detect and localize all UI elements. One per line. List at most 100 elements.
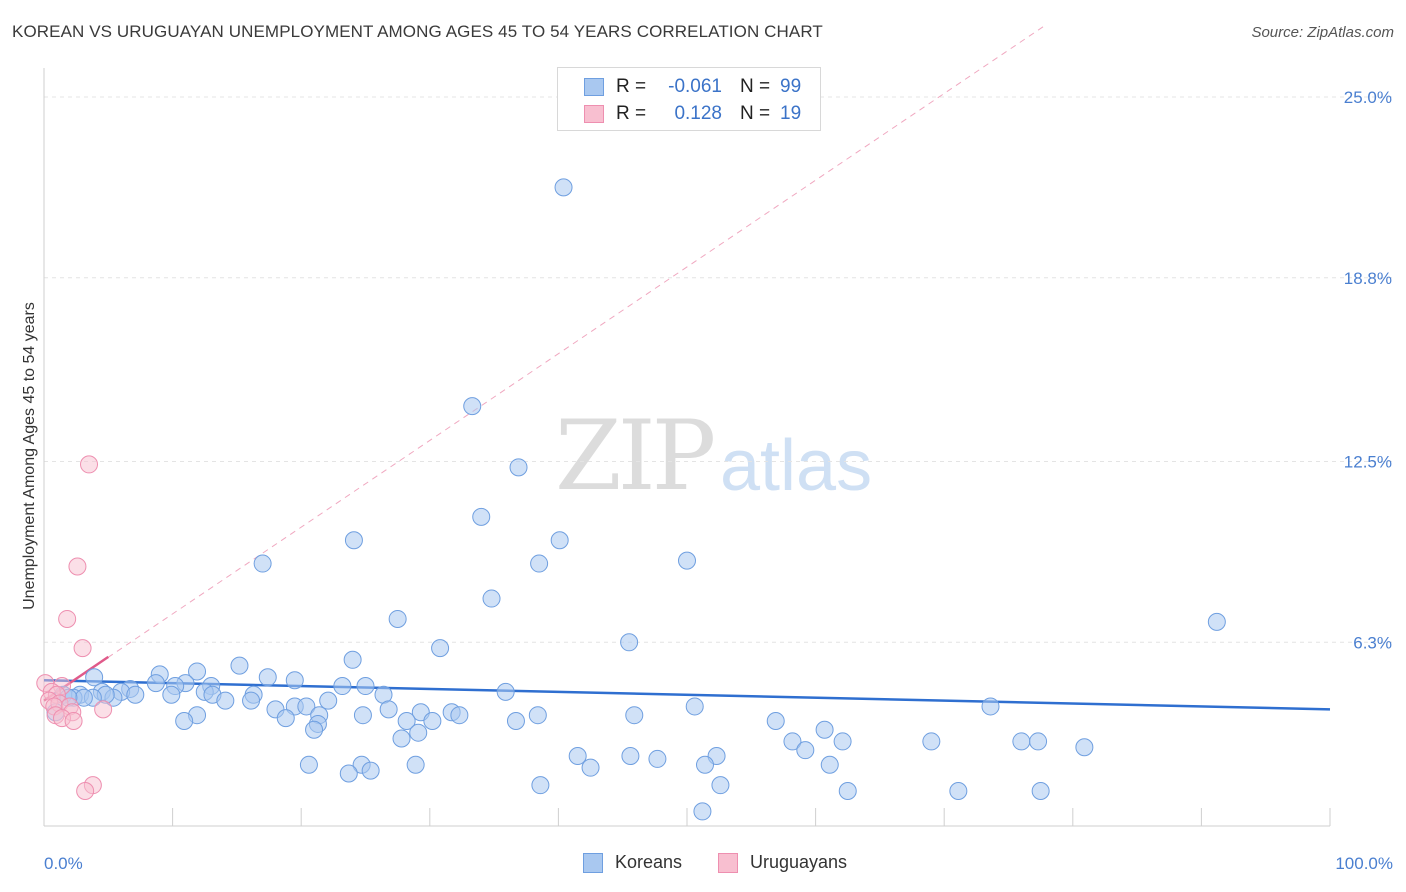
data-points xyxy=(36,178,1226,821)
korean-point xyxy=(922,732,941,751)
x-tick-label-min: 0.0% xyxy=(44,854,83,873)
korean-point xyxy=(126,685,145,704)
legend-item-uruguayans: Uruguayans xyxy=(718,852,847,873)
korean-point xyxy=(981,697,1000,716)
uruguayan-point xyxy=(76,782,95,801)
korean-point xyxy=(472,507,491,526)
koreans-swatch xyxy=(584,78,604,96)
watermark-zip: ZIP xyxy=(555,400,716,512)
korean-point xyxy=(766,712,785,731)
n-label: N = xyxy=(740,103,771,124)
r-value: -0.061 xyxy=(668,76,722,97)
uruguayan-point xyxy=(58,609,77,628)
korean-point xyxy=(361,761,380,780)
n-value: 99 xyxy=(780,76,802,97)
korean-point xyxy=(175,712,194,731)
korean-point xyxy=(276,709,295,728)
korean-point xyxy=(339,764,358,783)
korean-point xyxy=(285,671,304,690)
korean-point xyxy=(388,609,407,628)
korean-point xyxy=(216,691,235,710)
grid-lines xyxy=(44,96,1392,643)
korean-point xyxy=(949,782,968,801)
korean-point xyxy=(1207,612,1226,631)
y-tick-label: 18.8% xyxy=(1344,269,1392,288)
korean-point xyxy=(696,755,715,774)
koreans-trend-line xyxy=(43,678,1331,711)
chart-title: KOREAN VS URUGUAYAN UNEMPLOYMENT AMONG A… xyxy=(12,22,823,41)
korean-point xyxy=(299,755,318,774)
korean-point xyxy=(423,712,442,731)
correlation-legend: R = -0.061 N = 99 R = 0.128 N = 19 xyxy=(557,67,821,131)
korean-point xyxy=(343,650,362,669)
watermark-atlas: atlas xyxy=(720,426,873,506)
korean-point xyxy=(305,720,324,739)
korean-point xyxy=(1012,732,1031,751)
korean-point xyxy=(711,776,730,795)
korean-point xyxy=(409,723,428,742)
korean-point xyxy=(625,706,644,725)
legend-row-koreans: R = -0.061 N = 99 xyxy=(584,73,801,101)
uruguayan-point xyxy=(94,700,113,719)
uruguayans-swatch xyxy=(584,105,604,123)
korean-point xyxy=(621,747,640,766)
korean-point xyxy=(620,633,639,652)
korean-point xyxy=(815,720,834,739)
korean-point xyxy=(344,531,363,550)
korean-point xyxy=(297,697,316,716)
uruguayan-point xyxy=(80,455,99,474)
korean-point xyxy=(188,662,207,681)
korean-point xyxy=(678,551,696,570)
korean-point xyxy=(568,747,587,766)
korean-point xyxy=(242,691,261,710)
legend-row-uruguayans: R = 0.128 N = 19 xyxy=(584,100,801,128)
korean-point xyxy=(1031,782,1050,801)
korean-point xyxy=(550,531,569,550)
korean-point xyxy=(392,729,411,748)
korean-point xyxy=(319,691,338,710)
korean-point xyxy=(431,639,450,658)
uruguayans-legend-swatch xyxy=(718,852,738,873)
korean-point xyxy=(450,706,469,725)
korean-point xyxy=(333,677,352,696)
korean-point xyxy=(397,712,416,731)
source-credit: Source: ZipAtlas.com xyxy=(1251,24,1394,41)
korean-point xyxy=(833,732,852,751)
koreans-legend-label: Koreans xyxy=(615,852,683,872)
korean-point xyxy=(482,589,501,608)
legend-item-koreans: Koreans xyxy=(583,852,682,873)
uruguayans-legend-label: Uruguayans xyxy=(750,852,848,872)
y-tick-label: 25.0% xyxy=(1344,88,1392,107)
koreans-legend-swatch xyxy=(583,852,603,873)
n-label: N = xyxy=(740,76,771,97)
n-value: 19 xyxy=(780,103,802,124)
korean-point xyxy=(530,554,549,573)
korean-point xyxy=(796,741,815,760)
korean-point xyxy=(406,755,425,774)
korean-point xyxy=(463,397,482,416)
korean-point xyxy=(838,782,857,801)
korean-point xyxy=(258,668,277,687)
korean-point xyxy=(230,656,249,675)
korean-point xyxy=(531,776,550,795)
korean-point xyxy=(581,758,600,777)
korean-point xyxy=(496,682,515,701)
axes xyxy=(43,68,1331,827)
korean-point xyxy=(162,685,181,704)
korean-point xyxy=(1075,738,1094,757)
r-label: R = xyxy=(616,103,647,124)
korean-point xyxy=(85,668,104,687)
korean-point xyxy=(379,700,398,719)
korean-point xyxy=(820,755,839,774)
korean-point xyxy=(1029,732,1048,751)
r-value: 0.128 xyxy=(674,103,722,124)
korean-point xyxy=(783,732,802,751)
uruguayan-point xyxy=(73,639,92,658)
korean-point xyxy=(693,802,712,821)
y-tick-label: 12.5% xyxy=(1344,453,1392,472)
korean-point xyxy=(506,712,525,731)
korean-point xyxy=(146,674,165,693)
tick-labels: 6.3% 12.5% 18.8% 25.0% 0.0% 100.0% xyxy=(44,88,1393,873)
uruguayan-point xyxy=(64,712,83,731)
